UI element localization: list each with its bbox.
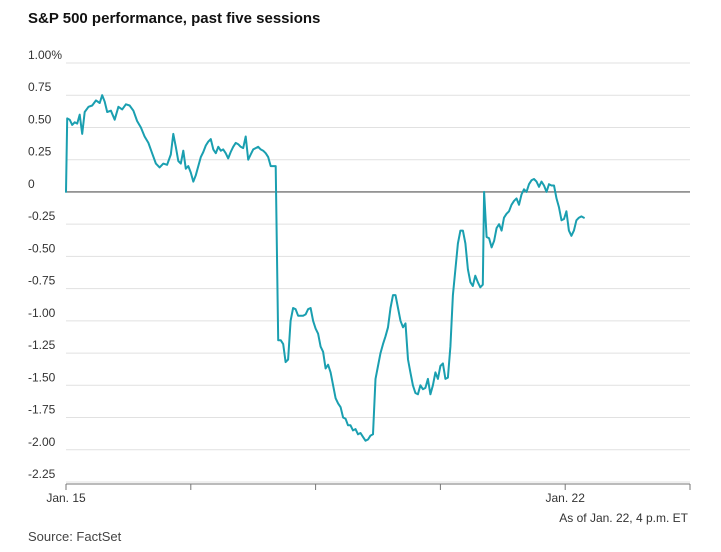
y-tick-label: -2.25 xyxy=(28,467,56,481)
x-tick-label: Jan. 15 xyxy=(46,491,86,505)
y-tick-label: -1.50 xyxy=(28,370,56,384)
y-tick-label: -1.00 xyxy=(28,306,56,320)
y-tick-label: 0.50 xyxy=(28,112,52,126)
y-tick-label: 0 xyxy=(28,177,35,191)
y-tick-label: 0.25 xyxy=(28,145,52,159)
chart-title: S&P 500 performance, past five sessions xyxy=(28,10,321,27)
y-tick-label: -0.50 xyxy=(28,241,56,255)
y-tick-label: 0.75 xyxy=(28,80,52,94)
x-axis: Jan. 15 Jan. 22 xyxy=(46,483,691,505)
series-line-0 xyxy=(65,94,585,442)
y-tick-label: -2.00 xyxy=(28,435,56,449)
gridlines xyxy=(66,62,690,483)
y-tick-label: -0.75 xyxy=(28,274,56,288)
y-tick-label: -1.75 xyxy=(28,403,56,417)
y-axis: 1.00% 0.75 0.50 0.25 0 -0.25 -0.50 -0.75 -1.00 -1… xyxy=(28,48,62,481)
y-tick-label: -1.25 xyxy=(28,338,56,352)
y-tick-label: -0.25 xyxy=(28,209,56,223)
x-tick-label: Jan. 22 xyxy=(546,491,586,505)
series-line-layer xyxy=(65,94,585,442)
source-note: Source: FactSet xyxy=(28,529,122,544)
y-tick-label: 1.00% xyxy=(28,48,62,62)
as-of-timestamp: As of Jan. 22, 4 p.m. ET xyxy=(559,511,688,525)
